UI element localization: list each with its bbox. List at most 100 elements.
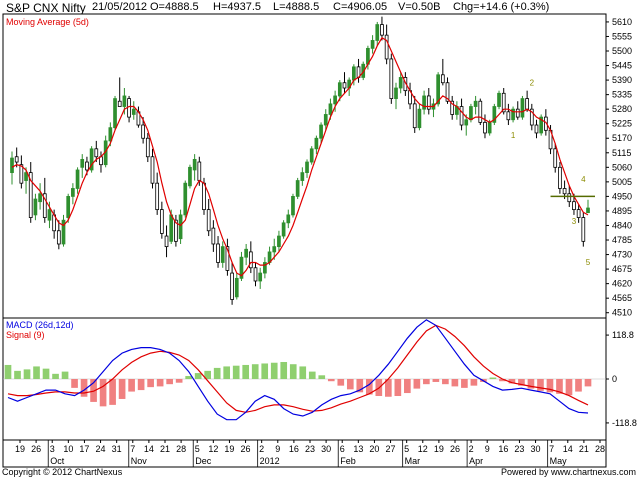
macd-histogram-bar	[527, 379, 535, 389]
candle-body	[511, 108, 515, 121]
candle	[398, 72, 403, 94]
candle-body	[534, 124, 539, 134]
candle	[24, 167, 28, 194]
candle	[155, 172, 160, 215]
x-day-label: 16	[498, 444, 508, 454]
candle	[113, 95, 117, 131]
x-day-label: 12	[418, 444, 428, 454]
candle	[417, 103, 422, 131]
candle-body	[211, 227, 216, 245]
macd-tick-label: -118.8	[612, 418, 637, 428]
candle	[529, 103, 534, 131]
candle	[71, 183, 75, 205]
x-axis-frame	[2, 439, 607, 468]
price-tick-label: 5390	[612, 75, 632, 85]
candle-body	[113, 98, 117, 129]
macd-histogram-bar	[404, 379, 411, 394]
candle-body	[24, 172, 28, 181]
candle-body	[389, 58, 394, 99]
candle	[216, 236, 220, 268]
x-day-label: 21	[579, 444, 589, 454]
candle-body	[492, 106, 497, 123]
powered-by-text: Powered by www.chartnexus.com	[500, 467, 636, 477]
candle-body	[337, 82, 342, 97]
x-month-label: Nov	[131, 456, 148, 466]
candle	[38, 183, 42, 210]
x-day-label: 9	[485, 444, 490, 454]
price-tick-label: 5005	[612, 177, 632, 187]
signal-line	[7, 324, 589, 413]
macd-histogram-bar	[356, 379, 364, 393]
price-tick-label: 5500	[612, 46, 632, 56]
moving-average-line	[11, 36, 589, 277]
candle-body	[19, 164, 24, 184]
macd-histogram-bar	[204, 370, 211, 379]
candle	[558, 162, 562, 194]
candle	[28, 162, 33, 223]
price-tick-label: 5445	[612, 61, 632, 71]
x-day-label: 26	[241, 444, 251, 454]
x-day-label: 6	[340, 444, 345, 454]
candle-body	[558, 166, 562, 189]
x-day-label: 14	[144, 444, 154, 454]
x-month-label: Mar	[405, 456, 421, 466]
candle-body	[164, 235, 169, 248]
candle	[94, 140, 99, 163]
candle-body	[117, 100, 122, 107]
x-day-label: 28	[595, 444, 605, 454]
price-tick-label: 5225	[612, 119, 632, 129]
candle	[220, 241, 225, 268]
macd-histogram-bar	[23, 369, 31, 379]
candle-body	[469, 106, 473, 121]
candle	[333, 90, 337, 112]
candle-body	[174, 219, 178, 242]
x-day-label: 7	[130, 444, 135, 454]
candle	[145, 132, 150, 163]
candle-body	[375, 24, 380, 41]
symbol-title: S&P CNX Nifty	[6, 1, 86, 15]
macd-histogram-bar	[423, 379, 430, 385]
macd-histogram-bar	[385, 379, 392, 397]
candle-body	[216, 243, 220, 263]
candle	[248, 241, 253, 274]
candle-body	[66, 195, 71, 218]
candle	[295, 177, 300, 200]
macd-legend: MACD (26d,12d)	[6, 320, 74, 330]
candle	[450, 95, 455, 120]
macd-histogram-bar	[451, 379, 459, 387]
candle	[412, 95, 417, 133]
candle-body	[501, 92, 506, 113]
candle	[33, 193, 38, 221]
candle-body	[28, 172, 33, 218]
price-tick-label: 5335	[612, 90, 632, 100]
candle-body	[483, 121, 487, 134]
candle-body	[141, 124, 145, 139]
candle-body	[464, 119, 469, 126]
candle	[319, 122, 323, 144]
x-month-label: 2012	[260, 456, 280, 466]
price-tick-label: 5115	[612, 148, 631, 158]
candle	[281, 220, 286, 239]
x-day-label: 30	[531, 444, 541, 454]
macd-histogram-bar	[52, 373, 59, 379]
macd-histogram-bar	[461, 379, 468, 388]
candle	[478, 98, 483, 126]
macd-histogram-bar	[394, 379, 402, 397]
candle	[426, 88, 431, 115]
candle-body	[75, 169, 80, 189]
candle	[370, 35, 375, 54]
candle	[80, 154, 85, 178]
candle-body	[61, 219, 66, 245]
candle-body	[131, 108, 136, 115]
candle-body	[497, 92, 501, 107]
candle-body	[520, 98, 525, 118]
x-day-label: 2	[259, 444, 264, 454]
candle-body	[333, 95, 337, 105]
x-day-label: 16	[289, 444, 299, 454]
x-month-label: Feb	[340, 456, 356, 466]
macd-histogram-bar	[499, 379, 506, 382]
x-day-label: 9	[275, 444, 280, 454]
candle-body	[122, 95, 127, 107]
candle	[539, 114, 544, 136]
